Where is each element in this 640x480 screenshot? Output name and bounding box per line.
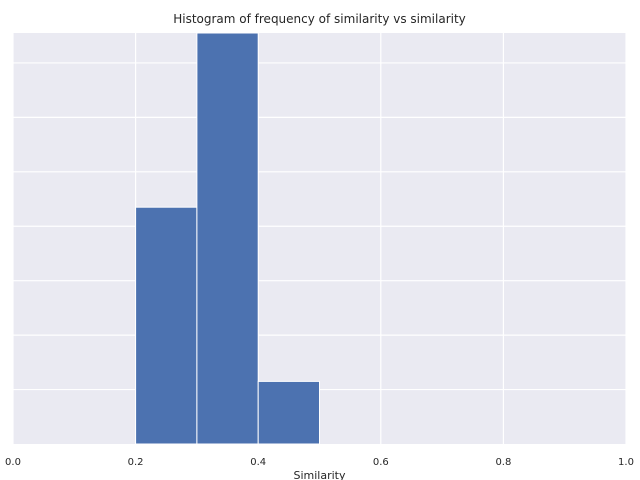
x-tick-label: 0.4: [250, 457, 266, 468]
histogram-bar: [135, 206, 198, 445]
x-axis-ticks: 0.0 0.2 0.4 0.6 0.8 1.0: [5, 457, 634, 468]
x-tick-label: 0.8: [495, 457, 511, 468]
plot-background: [13, 33, 626, 444]
x-axis-label: Similarity: [293, 469, 345, 480]
histogram-bar: [196, 32, 259, 445]
x-tick-label: 0.2: [128, 457, 144, 468]
x-tick-label: 1.0: [618, 457, 634, 468]
histogram-bars: [135, 32, 321, 445]
x-tick-label: 0.6: [373, 457, 389, 468]
x-tick-label: 0.0: [5, 457, 21, 468]
histogram-bar: [257, 380, 321, 445]
chart-title: Histogram of frequency of similarity vs …: [173, 12, 466, 26]
